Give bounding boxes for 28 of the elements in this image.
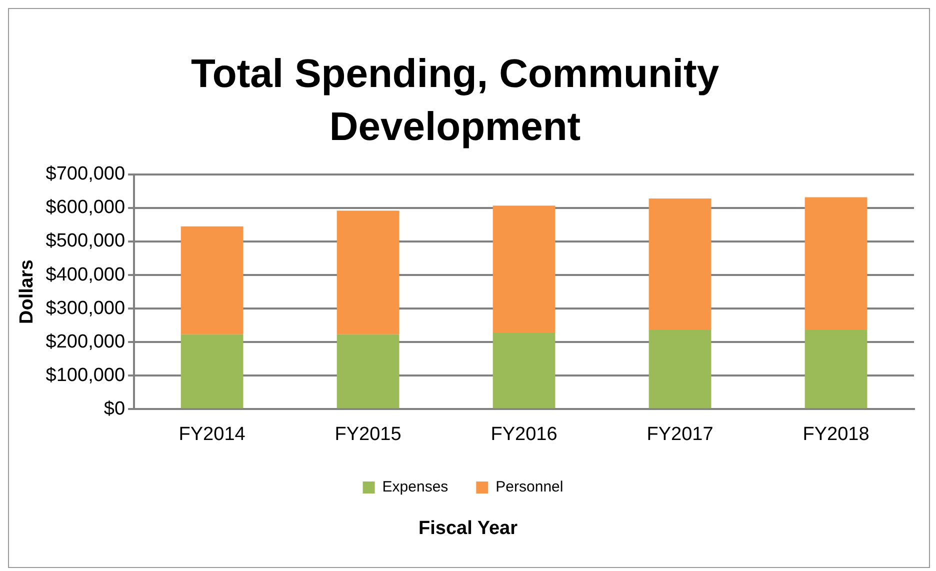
x-tick-label: FY2015 <box>334 424 402 445</box>
bar <box>492 333 556 408</box>
legend-label: Expenses <box>382 478 448 496</box>
y-axis-title: Dollars <box>16 260 38 324</box>
y-tick-label: $200,000 <box>46 331 126 352</box>
y-tick-label: $100,000 <box>46 364 126 386</box>
bar <box>180 334 244 408</box>
y-tick-label: $600,000 <box>46 197 126 218</box>
y-tick-label: $300,000 <box>46 298 126 319</box>
legend-label: Personnel <box>496 478 564 496</box>
y-tick-label: $500,000 <box>46 230 126 252</box>
bar <box>492 206 556 334</box>
y-tick-label: $400,000 <box>46 264 126 286</box>
bar <box>648 198 712 330</box>
bar <box>804 197 868 330</box>
bar <box>648 330 712 408</box>
y-tick-label: $0 <box>104 398 126 420</box>
x-tick-label: FY2016 <box>490 424 558 445</box>
x-tick-label: FY2017 <box>646 424 714 445</box>
x-tick-label: FY2014 <box>178 424 246 445</box>
bar <box>336 334 400 408</box>
bar <box>336 210 400 334</box>
x-axis-title: Fiscal Year <box>418 518 518 540</box>
bar <box>804 330 868 408</box>
chart-title: Total Spending, Community Development <box>190 51 720 151</box>
bar <box>180 226 244 334</box>
y-tick-label: $700,000 <box>46 164 126 185</box>
x-tick-label: FY2018 <box>802 424 870 445</box>
